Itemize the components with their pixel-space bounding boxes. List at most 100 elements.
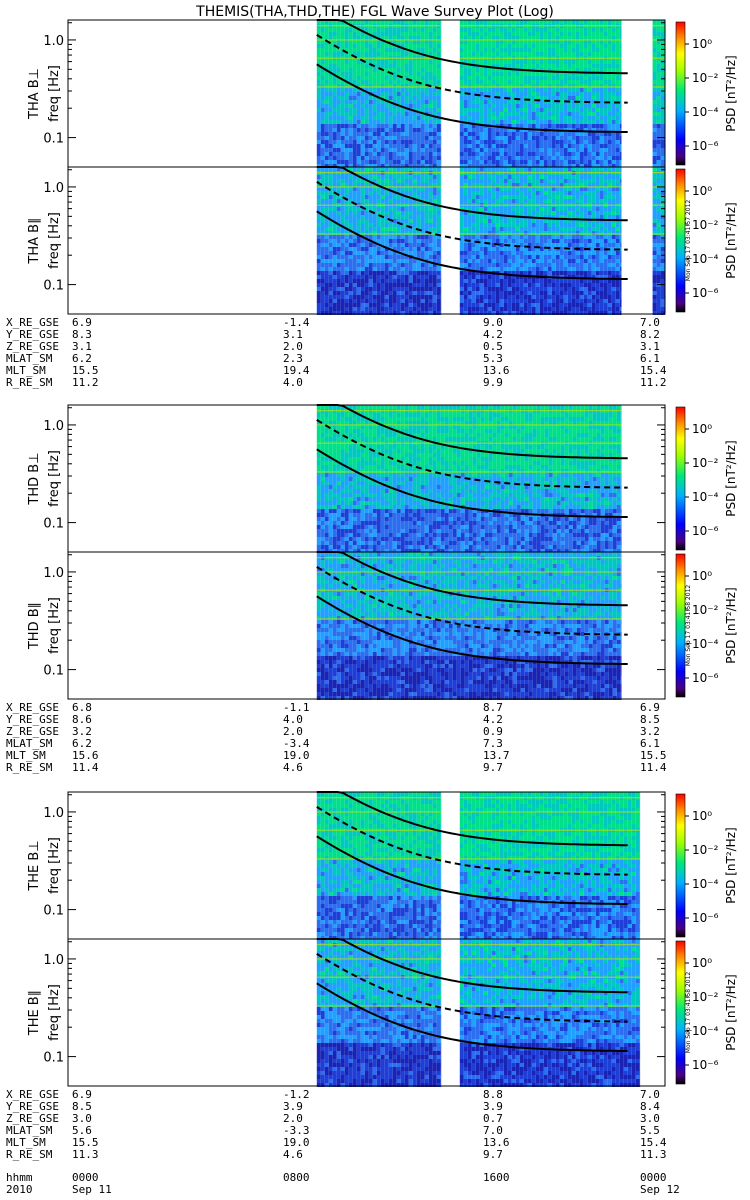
spectrogram-segment	[316, 552, 622, 700]
gyrofrequency-curve	[316, 448, 628, 518]
spectrogram-segment	[652, 20, 665, 168]
gyrofrequency-curve	[316, 806, 628, 876]
orbit-value: 3.2	[72, 725, 92, 738]
colorbar	[675, 168, 686, 313]
spectrogram-segment	[459, 20, 622, 168]
orbit-value: 8.7	[483, 701, 503, 714]
orbit-value: 2.0	[283, 1112, 303, 1125]
orbit-value: 9.0	[483, 316, 503, 329]
colorbar-label: PSD [nT²/Hz]	[724, 587, 738, 663]
colorbar-tick-label: 10⁰	[692, 809, 712, 823]
orbit-value: 3.1	[640, 340, 660, 353]
orbit-value: 13.6	[483, 1136, 510, 1149]
gyrofrequency-curve	[316, 953, 628, 1023]
colorbar	[675, 406, 686, 551]
colorbar-tick-label: 10⁻⁶	[692, 524, 719, 538]
figure-title: THEMIS(THA,THD,THE) FGL Wave Survey Plot…	[195, 4, 554, 20]
orbit-table-the: X_RE_GSE 6.9 -1.2 8.8 7.0 Y_RE_GSE 8.5 3.9 3.9 8.…	[6, 1088, 667, 1161]
orbit-value: 11.2	[72, 376, 99, 389]
time-tick-3: 0000	[640, 1171, 667, 1184]
colorbar-label: PSD [nT²/Hz]	[724, 974, 738, 1050]
timestamp-stamp: Mon Sep 17 03:41:57 2012	[685, 200, 692, 282]
gyrofrequency-curve	[316, 982, 628, 1052]
orbit-value: 6.8	[72, 701, 92, 714]
gyrofrequency-curve	[316, 181, 628, 251]
colorbar-tick-label: 10⁻⁶	[692, 286, 719, 300]
orbit-row-label: Y_RE_GSE	[6, 328, 59, 341]
orbit-value: 6.2	[72, 352, 92, 365]
time-tick-1: 0800	[283, 1171, 310, 1184]
gyrofrequency-curve	[316, 791, 628, 847]
orbit-value: 8.6	[72, 713, 92, 726]
orbit-value: 15.5	[72, 1136, 99, 1149]
orbit-value: 6.9	[72, 316, 92, 329]
orbit-value: 8.2	[640, 328, 660, 341]
orbit-value: 15.6	[72, 749, 99, 762]
orbit-value: 5.3	[483, 352, 503, 365]
year-label: 2010	[6, 1183, 33, 1196]
y-tick-label: 1.0	[43, 953, 64, 968]
timestamp-stamp: Mon Sep 17 03:41:58 2012	[685, 585, 692, 667]
y-tick-label: 0.1	[43, 904, 64, 919]
orbit-value: 19.0	[283, 1136, 310, 1149]
orbit-value: 9.7	[483, 761, 503, 774]
orbit-tables: X_RE_GSE 6.9 -1.4 9.0 7.0Y_RE_GSE 8.3 3.1 4.2 8.…	[6, 316, 667, 1161]
y-tick-label: 1.0	[43, 806, 64, 821]
orbit-value: 3.1	[72, 340, 92, 353]
colorbar-tick-label: 10⁰	[692, 37, 712, 51]
orbit-value: 15.5	[640, 749, 667, 762]
orbit-value: 9.7	[483, 1148, 503, 1161]
orbit-value: 4.6	[283, 1148, 303, 1161]
orbit-value: 4.0	[283, 713, 303, 726]
colorbar	[675, 21, 686, 166]
orbit-value: 9.9	[483, 376, 503, 389]
orbit-value: 3.9	[483, 1100, 503, 1113]
orbit-row-label: Z_RE_GSE	[6, 340, 59, 353]
orbit-row-label: Y_RE_GSE	[6, 1100, 59, 1113]
orbit-table-tha: X_RE_GSE 6.9 -1.4 9.0 7.0Y_RE_GSE 8.3 3.1 4.2 8.…	[6, 316, 667, 389]
orbit-value: 6.2	[72, 737, 92, 750]
freq-axis-label: freq [Hz]	[47, 597, 62, 654]
orbit-value: 3.2	[640, 725, 660, 738]
orbit-value: 5.6	[72, 1124, 92, 1137]
gyrofrequency-curve	[316, 835, 628, 905]
orbit-row-label: R_RE_SM	[6, 1148, 53, 1161]
freq-axis-label: freq [Hz]	[47, 450, 62, 507]
orbit-value: -1.4	[283, 316, 310, 329]
orbit-value: 8.3	[72, 328, 92, 341]
orbit-row-label: MLT_SM	[6, 749, 46, 762]
gyrofrequency-curve	[316, 63, 628, 133]
orbit-value: 3.0	[640, 1112, 660, 1125]
hhmm-label: hhmm	[6, 1171, 33, 1184]
freq-axis-label: freq [Hz]	[47, 212, 62, 269]
spectrogram-segment	[316, 792, 442, 940]
gyrofrequency-curve	[316, 595, 628, 665]
y-tick-label: 0.1	[43, 664, 64, 679]
gyrofrequency-curve	[316, 19, 628, 75]
colorbar-tick-label: 10⁻⁴	[692, 490, 719, 504]
orbit-value: -3.4	[283, 737, 310, 750]
orbit-row-label: X_RE_GSE	[6, 1088, 59, 1101]
spectrogram-segment	[316, 20, 442, 168]
y-tick-label: 0.1	[43, 1051, 64, 1066]
orbit-value: 3.9	[283, 1100, 303, 1113]
colorbar-tick-label: 10⁻²	[692, 456, 719, 470]
y-tick-label: 0.1	[43, 279, 64, 294]
freq-axis-label: freq [Hz]	[47, 837, 62, 894]
panel-title: THD B⊥	[27, 452, 42, 505]
gyrofrequency-curve	[316, 34, 628, 104]
orbit-value: 8.5	[72, 1100, 92, 1113]
spectrogram-segment	[459, 792, 641, 940]
colorbar-tick-label: 10⁻²	[692, 990, 719, 1004]
orbit-row-label: MLT_SM	[6, 364, 46, 377]
date-start: Sep 11	[72, 1183, 112, 1196]
colorbar-label: PSD [nT²/Hz]	[724, 202, 738, 278]
colorbar-tick-label: 10⁻⁴	[692, 637, 719, 651]
freq-axis-label: freq [Hz]	[47, 984, 62, 1041]
gyrofrequency-curve	[316, 419, 628, 489]
orbit-value: -1.2	[283, 1088, 310, 1101]
